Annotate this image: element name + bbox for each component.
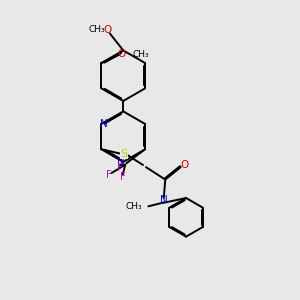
Text: F: F: [117, 163, 123, 173]
Text: CH₃: CH₃: [88, 26, 105, 34]
Text: F: F: [106, 170, 112, 180]
Text: N: N: [117, 157, 125, 167]
Text: S: S: [120, 149, 127, 159]
Text: N: N: [100, 119, 108, 129]
Text: O: O: [118, 49, 126, 59]
Text: CH₃: CH₃: [126, 202, 142, 211]
Text: O: O: [103, 25, 112, 35]
Text: O: O: [181, 160, 189, 170]
Text: F: F: [120, 172, 126, 182]
Text: N: N: [160, 195, 168, 206]
Text: CH₃: CH₃: [133, 50, 149, 58]
